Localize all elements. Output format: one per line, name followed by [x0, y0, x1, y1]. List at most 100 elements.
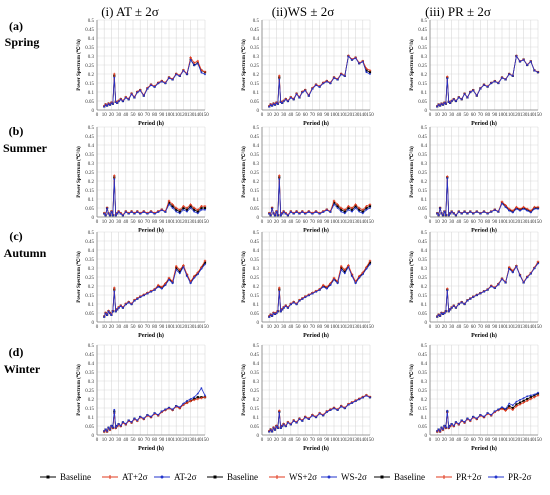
minus-point [369, 73, 371, 75]
x-tick-label: 100 [165, 325, 173, 330]
minus-point [440, 102, 443, 105]
plus-point [343, 268, 346, 271]
minus-point [508, 209, 511, 212]
minus-point [189, 398, 192, 400]
legend-marker [213, 475, 217, 479]
legends-group: Baseline AT+2σ AT-2σ Baseline WS+2σ WS-2σ Base… [40, 472, 532, 482]
plus-point [368, 203, 372, 206]
plus-point [196, 208, 199, 211]
plus-point [365, 205, 368, 208]
x-tick-label: 50 [131, 113, 137, 118]
y-tick-label: 0.05 [85, 312, 94, 317]
x-tick-label: 80 [317, 113, 323, 118]
minus-point [284, 425, 287, 428]
minus-point [298, 212, 301, 215]
plus-point [515, 205, 518, 209]
panels-group: 00.050.10.150.20.250.30.350.40.450.50 10 2… [75, 19, 542, 452]
x-tick-label: 0 [96, 113, 99, 118]
minus-point [116, 212, 119, 215]
baseline-point [171, 205, 174, 208]
x-tick-label: 0 [96, 220, 99, 225]
minus-point [116, 308, 119, 311]
minus-point [269, 314, 272, 317]
y-tick-label: 0.5 [88, 344, 95, 349]
x-tick-label: 110 [173, 325, 181, 330]
y-tick-label: 0.2 [253, 398, 260, 403]
minus-point [475, 417, 478, 420]
plus-point [529, 397, 532, 401]
minus-point [325, 411, 328, 413]
x-tick-label: 150 [534, 220, 542, 225]
minus-point [193, 210, 196, 213]
x-tick-label: 10 [102, 220, 108, 225]
y-tick-label: 0.35 [85, 153, 94, 158]
minus-point [449, 102, 452, 104]
chart-panel-winter-2: 00.050.10.150.20.250.30.350.40.450.50 10 2… [240, 344, 374, 452]
y-tick-label: 0.4 [421, 37, 428, 42]
minus-point [447, 310, 450, 313]
minus-point [272, 103, 275, 105]
x-tick-label: 70 [310, 113, 316, 118]
plus-point [182, 264, 185, 267]
minus-point [446, 77, 449, 80]
minus-point [529, 60, 532, 63]
y-tick-label: 0.05 [418, 312, 427, 317]
minus-point [146, 87, 149, 90]
minus-point [276, 214, 279, 217]
minus-point [193, 277, 196, 279]
minus-point [439, 104, 441, 107]
minus-point [124, 303, 127, 306]
y-tick-label: 0.2 [88, 73, 95, 78]
x-tick-label: 100 [498, 220, 506, 225]
minus-point [440, 212, 443, 215]
x-tick-label: 110 [506, 113, 514, 118]
minus-point [446, 409, 449, 412]
y-tick-label: 0.3 [88, 267, 95, 272]
x-tick-label: 20 [274, 113, 280, 118]
minus-point [515, 208, 518, 210]
x-tick-label: 100 [165, 113, 173, 118]
y-tick-label: 0.2 [253, 180, 260, 185]
minus-point [436, 105, 439, 108]
y-tick-label: 0.3 [421, 267, 428, 272]
x-tick-label: 150 [201, 438, 209, 443]
minus-point [369, 207, 371, 209]
minus-point [311, 212, 314, 215]
chart-panel-spring-3: 00.050.10.150.20.250.30.350.40.450.50 10 2… [408, 19, 542, 127]
minus-point [139, 415, 142, 418]
minus-point [311, 414, 314, 417]
y-tick-label: 0.4 [253, 144, 260, 149]
minus-point [117, 307, 120, 309]
minus-point [282, 423, 285, 426]
minus-point [175, 404, 178, 407]
minus-point [351, 210, 353, 213]
x-tick-label: 20 [442, 220, 448, 225]
minus-point [493, 287, 496, 290]
minus-point [119, 424, 122, 427]
x-tick-label: 60 [471, 220, 477, 225]
y-tick-label: 0.45 [418, 135, 427, 140]
y-axis-title: Power Spectrum (℃²/h) [75, 364, 82, 416]
plus-point [196, 397, 199, 401]
legend-label: WS-2σ [341, 472, 367, 482]
legend-marker [442, 475, 446, 479]
y-tick-label: 0.1 [253, 416, 260, 421]
plus-point [500, 200, 504, 203]
minus-point [537, 208, 539, 210]
baseline-point [178, 270, 181, 273]
minus-point [443, 102, 446, 104]
legend-1: Baseline AT+2σ AT-2σ [40, 472, 197, 482]
plus-point [347, 264, 350, 267]
y-tick-label: 0.45 [418, 240, 427, 245]
minus-point [479, 212, 482, 215]
minus-point [533, 208, 536, 210]
minus-point [452, 98, 455, 101]
minus-point [153, 212, 156, 215]
minus-point [136, 91, 139, 94]
y-tick-label: 0.35 [85, 371, 94, 376]
minus-point [497, 408, 500, 411]
plus-point [113, 72, 116, 76]
minus-point [351, 275, 353, 277]
minus-point [361, 212, 364, 215]
y-tick-label: 0.25 [418, 276, 427, 281]
